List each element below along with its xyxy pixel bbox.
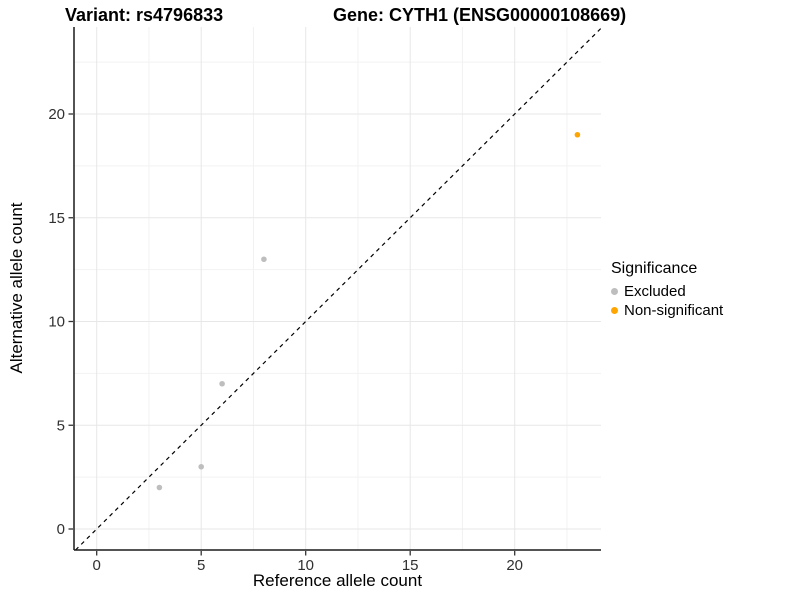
x-tick-label: 5 — [197, 557, 205, 574]
legend-items: Excluded Non-significant — [611, 282, 723, 320]
legend-item-label: Excluded — [624, 283, 686, 300]
legend-dot-icon — [611, 307, 618, 314]
y-tick-label: 5 — [57, 417, 65, 434]
legend-item-excluded: Excluded — [611, 282, 723, 301]
y-tick-label: 15 — [48, 210, 65, 227]
legend: Significance Excluded Non-significant — [611, 260, 723, 320]
data-point-excluded — [198, 463, 204, 470]
y-tick-label: 0 — [57, 521, 65, 538]
major-gridlines — [74, 27, 601, 550]
x-tick-label: 15 — [402, 557, 419, 574]
data-point-excluded — [219, 380, 225, 387]
y-tick-label: 20 — [48, 106, 65, 123]
data-point-excluded — [156, 484, 163, 491]
data-point-excluded — [261, 256, 267, 263]
data-point-non-significant — [574, 131, 581, 138]
legend-title: Significance — [611, 260, 698, 277]
data-points — [156, 131, 581, 491]
plot-title-gene: Gene: CYTH1 (ENSG00000108669) — [333, 5, 627, 25]
legend-item-label: Non-significant — [624, 302, 724, 319]
x-tick-label: 20 — [506, 557, 523, 574]
axes: 0 5 10 15 20 0 5 10 15 20 — [48, 27, 601, 574]
legend-item-non-significant: Non-significant — [611, 301, 723, 320]
y-axis-title: Alternative allele count — [7, 202, 26, 374]
identity-line — [75, 27, 602, 551]
minor-gridlines — [74, 27, 601, 550]
x-axis-title: Reference allele count — [252, 571, 423, 590]
legend-dot-icon — [611, 288, 618, 295]
y-tick-label: 10 — [48, 314, 65, 331]
x-tick-label: 10 — [297, 557, 314, 574]
x-tick-label: 0 — [93, 557, 101, 574]
plot-title-variant: Variant: rs4796833 — [65, 5, 224, 25]
